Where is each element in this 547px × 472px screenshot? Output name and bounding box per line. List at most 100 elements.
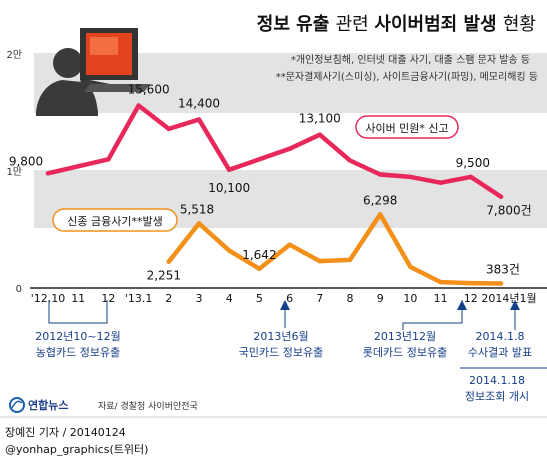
civil-point-2	[106, 157, 111, 162]
annotation-lookup-event: 정보조회 개시	[465, 390, 529, 403]
y-tick-label-1: 1만	[6, 166, 22, 178]
x-tick-label-3: '13.1	[125, 292, 153, 305]
legend-civil: 사이버 민원* 신고	[355, 115, 459, 139]
civil-data-label-3: 15,600	[128, 83, 170, 97]
finance-point-5	[196, 221, 202, 226]
annotation-nonghyup-date: 2012년10~12월	[35, 330, 120, 343]
x-tick-label-4: 2	[165, 292, 172, 305]
series-layer	[45, 103, 504, 286]
civil-point-12	[408, 174, 413, 180]
annotation-nonghyup: 2012년10~12월 농협카드 정보유출	[35, 300, 121, 359]
annotation-kookmin: 2013년6월 국민카드 정보유출	[239, 300, 323, 359]
civil-data-label-9: 13,100	[299, 112, 341, 126]
x-tick-label-1: 11	[71, 292, 85, 305]
finance-point-10	[347, 257, 353, 263]
computer-user-icon	[36, 28, 150, 116]
finance-data-label-15: 383건	[486, 263, 520, 277]
footnote-2: **문자결제사기(스미싱), 사이트금융사기(파밍), 메모리해킹 등	[276, 70, 538, 83]
finance-point-12	[408, 264, 413, 270]
civil-data-label-0: 9,800	[9, 154, 43, 168]
x-tick-label-8: 6	[286, 292, 293, 305]
finance-point-13	[438, 279, 443, 285]
finance-series-line	[166, 212, 504, 286]
civil-point-1	[76, 164, 81, 169]
page-title: 정보 유출 관련 사이버범죄 발생 현황	[257, 14, 536, 35]
legend-finance-label: 신종 금융사기**발생	[67, 215, 162, 228]
finance-data-label-4: 2,251	[147, 269, 181, 283]
x-tick-label-0: '12.10	[31, 292, 66, 305]
credit-author: 장예진 기자 / 20140124	[5, 426, 126, 439]
y-tick-label-0: 0	[16, 284, 22, 295]
x-tick-label-6: 4	[226, 292, 233, 305]
x-tick-label-12: 10	[403, 292, 417, 305]
annotation-lotte-date: 2013년12월	[374, 330, 436, 343]
finance-point-7	[257, 266, 262, 271]
civil-point-11	[378, 172, 383, 177]
footnote-1: *개인정보침해, 인터넷 대출 사기, 대출 스팸 문자 발송 등	[291, 53, 530, 66]
civil-point-4	[166, 126, 171, 132]
finance-point-6	[227, 248, 232, 253]
civil-data-label-14: 9,500	[456, 156, 490, 170]
x-tick-label-10: 8	[347, 292, 354, 305]
civil-point-15	[498, 194, 504, 199]
x-tick-label-9: 7	[316, 292, 323, 305]
title-part1: 정보 유출	[257, 14, 336, 35]
civil-point-3	[136, 103, 141, 108]
finance-point-8	[287, 242, 292, 247]
civil-data-label-5: 14,400	[178, 97, 220, 111]
civil-data-label-15: 7,800건	[486, 204, 531, 218]
x-tick-label-5: 3	[196, 292, 203, 305]
civil-point-8	[287, 146, 292, 151]
civil-point-5	[196, 117, 202, 122]
annotation-lookup-date: 2014.1.18	[469, 374, 525, 387]
y-tick-label-2: 2만	[6, 49, 22, 61]
x-tick-label-14: 12	[464, 292, 478, 305]
finance-point-15	[498, 281, 504, 286]
title-part4: 현황	[503, 14, 536, 35]
annotation-investigation: 2014.1.8 수사결과 발표	[468, 300, 532, 359]
civil-point-7	[257, 157, 262, 162]
legend-civil-label: 사이버 민원* 신고	[365, 122, 448, 135]
annotation-kookmin-date: 2013년6월	[253, 330, 308, 343]
civil-point-10	[347, 158, 353, 163]
finance-point-9	[317, 258, 322, 264]
x-tick-label-11: 9	[377, 292, 384, 305]
x-tick-label-7: 5	[256, 292, 263, 305]
annotation-investigation-date: 2014.1.8	[476, 330, 525, 343]
title-part3: 사이버범죄 발생	[374, 14, 502, 35]
civil-point-0	[45, 171, 51, 176]
finance-point-14	[468, 280, 473, 286]
yonhap-logo: 연합뉴스	[9, 397, 68, 413]
annotation-investigation-event: 수사결과 발표	[468, 346, 532, 359]
annotation-kookmin-event: 국민카드 정보유출	[239, 346, 323, 359]
civil-point-9	[317, 132, 322, 137]
civil-series-line	[45, 103, 504, 199]
finance-point-4	[166, 259, 171, 264]
finance-data-label-5: 5,518	[180, 202, 214, 216]
x-tick-label-13: 11	[434, 292, 448, 305]
credit-block: 장예진 기자 / 20140124 @yonhap_graphics(트위터)	[5, 424, 148, 458]
finance-point-11	[378, 212, 383, 217]
yonhap-logo-text: 연합뉴스	[28, 398, 68, 412]
annotation-nonghyup-event: 농협카드 정보유출	[36, 346, 120, 359]
credit-twitter: @yonhap_graphics(트위터)	[5, 443, 149, 456]
x-axis-ticks: '12.10 11 12'13.1 2 3 4 5 6 7 8 9 10 11 12 2014년1월	[31, 292, 537, 305]
annotation-lotte: 2013년12월 롯데카드 정보유출	[363, 300, 467, 359]
x-tick-label-2: 12	[101, 292, 115, 305]
x-tick-label-15: 2014년1월	[481, 292, 536, 305]
annotation-lookup: 2014.1.18 정보조회 개시	[465, 374, 529, 403]
legend-finance: 신종 금융사기**발생	[52, 208, 178, 232]
y-axis-ticks: 0 1만 2만	[6, 49, 22, 295]
civil-point-13	[438, 180, 443, 185]
civil-point-14	[468, 174, 473, 180]
source-note: 자료/ 경찰청 사이버안전국	[98, 400, 198, 412]
annotation-lotte-event: 롯데카드 정보유출	[363, 346, 447, 359]
civil-data-label-6: 10,100	[208, 181, 250, 195]
title-part2: 관련	[336, 14, 375, 35]
finance-data-label-7: 1,642	[242, 248, 276, 262]
finance-data-label-11: 6,298	[363, 193, 397, 207]
data-labels: 9,800 15,600 14,400 10,100 13,100 9,500 7,800건…	[9, 83, 532, 283]
civil-point-6	[227, 167, 232, 172]
